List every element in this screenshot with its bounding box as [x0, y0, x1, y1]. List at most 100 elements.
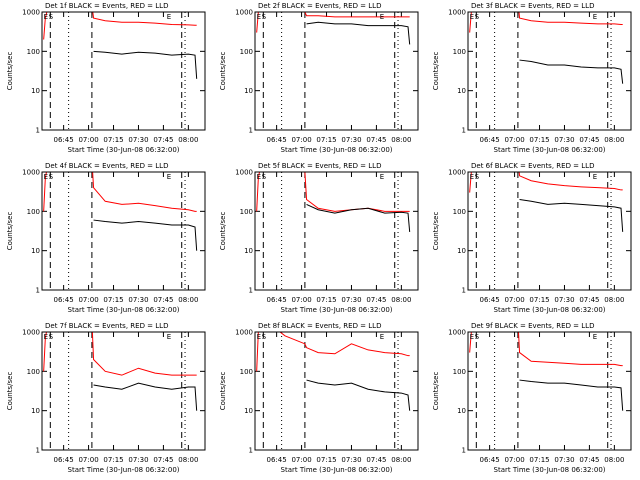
x-tick-label: 07:15	[316, 296, 336, 304]
y-tick-label: 1000	[22, 329, 40, 337]
annotation: E	[167, 173, 171, 181]
y-tick-label: 100	[240, 208, 253, 216]
x-tick-label: 07:45	[366, 296, 386, 304]
y-tick-label: 1000	[235, 9, 253, 17]
y-tick-label: 1000	[22, 169, 40, 177]
annotation: E	[44, 173, 48, 181]
x-tick-label: 06:45	[54, 136, 74, 144]
x-tick-label: 08:00	[604, 456, 624, 464]
x-tick-label: 07:45	[153, 136, 173, 144]
annotation: E	[44, 333, 48, 341]
annotation: E	[380, 13, 384, 21]
panel: Det 6f BLACK = Events, RED = LLD Counts/s…	[432, 162, 632, 314]
annotation: S	[49, 173, 54, 181]
x-tick-label: 07:30	[128, 136, 148, 144]
series-line	[256, 172, 410, 212]
y-tick-label: 1000	[448, 9, 466, 17]
series-line	[93, 50, 198, 79]
x-tick-label: 07:00	[504, 136, 524, 144]
series-line	[306, 203, 411, 232]
annotation: S	[262, 13, 267, 21]
plot-frame	[41, 171, 206, 291]
x-tick-label: 07:30	[554, 136, 574, 144]
x-tick-label: 07:30	[341, 296, 361, 304]
series-line	[306, 21, 411, 45]
y-tick-label: 1	[249, 287, 253, 295]
x-tick-label: 06:45	[480, 136, 500, 144]
x-tick-label: 08:00	[178, 456, 198, 464]
x-tick-label: 07:00	[291, 136, 311, 144]
y-tick-label: 1	[249, 447, 253, 455]
y-tick-label: 100	[240, 368, 253, 376]
y-tick-label: 10	[457, 407, 466, 415]
y-tick-label: 1	[462, 127, 466, 135]
y-tick-label: 1	[36, 447, 40, 455]
annotation: E	[167, 13, 171, 21]
x-tick-label: 07:45	[153, 456, 173, 464]
y-tick-label: 1	[36, 127, 40, 135]
chart-title: Det 6f BLACK = Events, RED = LLD	[471, 162, 594, 170]
y-tick-label: 1	[462, 287, 466, 295]
x-axis-title: Start Time (30-Jun-08 06:32:00)	[494, 146, 606, 154]
x-tick-label: 07:30	[554, 296, 574, 304]
x-tick-label: 08:00	[391, 136, 411, 144]
x-tick-label: 08:00	[604, 296, 624, 304]
x-axis-title: Start Time (30-Jun-08 06:32:00)	[494, 466, 606, 474]
x-tick-label: 07:15	[103, 136, 123, 144]
annotation: E	[470, 173, 474, 181]
series-line	[43, 332, 197, 376]
x-tick-label: 07:45	[153, 296, 173, 304]
series-line	[469, 332, 623, 367]
y-axis-title: Counts/sec	[6, 372, 14, 411]
annotation: E	[44, 13, 48, 21]
panel: Det 3f BLACK = Events, RED = LLD Counts/s…	[432, 2, 632, 154]
series-line	[93, 382, 198, 411]
x-tick-label: 07:15	[316, 136, 336, 144]
x-tick-label: 06:45	[480, 296, 500, 304]
y-tick-label: 10	[31, 87, 40, 95]
x-tick-label: 06:45	[267, 136, 287, 144]
x-tick-label: 07:30	[128, 296, 148, 304]
x-tick-label: 07:00	[504, 296, 524, 304]
chart-title: Det 1f BLACK = Events, RED = LLD	[45, 2, 168, 10]
series-line	[469, 172, 623, 193]
y-axis-title: Counts/sec	[219, 212, 227, 251]
x-tick-label: 07:00	[291, 296, 311, 304]
x-tick-label: 08:00	[178, 296, 198, 304]
y-tick-label: 100	[27, 208, 40, 216]
x-tick-label: 08:00	[391, 296, 411, 304]
annotation: S	[49, 333, 54, 341]
annotation: S	[475, 173, 480, 181]
x-tick-label: 07:15	[529, 296, 549, 304]
series-line	[306, 379, 411, 411]
x-tick-label: 07:00	[504, 456, 524, 464]
x-tick-label: 06:45	[54, 456, 74, 464]
x-axis-title: Start Time (30-Jun-08 06:32:00)	[281, 466, 393, 474]
y-tick-label: 100	[453, 368, 466, 376]
chart-title: Det 5f BLACK = Events, RED = LLD	[258, 162, 381, 170]
y-tick-label: 1000	[448, 169, 466, 177]
x-tick-label: 07:15	[316, 456, 336, 464]
annotation: E	[380, 173, 384, 181]
x-tick-label: 07:30	[341, 136, 361, 144]
y-tick-label: 1000	[235, 169, 253, 177]
plot-frame	[254, 11, 419, 131]
y-tick-label: 1000	[235, 329, 253, 337]
y-tick-label: 1	[249, 127, 253, 135]
annotation: E	[470, 333, 474, 341]
panel: Det 5f BLACK = Events, RED = LLD Counts/s…	[219, 162, 419, 314]
y-axis-title: Counts/sec	[432, 372, 440, 411]
series-line	[43, 172, 197, 212]
x-tick-label: 07:15	[529, 136, 549, 144]
panel: Det 2f BLACK = Events, RED = LLD Counts/s…	[219, 2, 419, 154]
plot-frame	[467, 331, 632, 451]
x-tick-label: 08:00	[178, 136, 198, 144]
y-tick-label: 10	[244, 407, 253, 415]
x-tick-label: 07:00	[78, 456, 98, 464]
x-tick-label: 07:30	[341, 456, 361, 464]
plot-frame	[254, 171, 419, 291]
y-axis-title: Counts/sec	[6, 212, 14, 251]
y-tick-label: 1	[36, 287, 40, 295]
x-axis-title: Start Time (30-Jun-08 06:32:00)	[68, 466, 180, 474]
